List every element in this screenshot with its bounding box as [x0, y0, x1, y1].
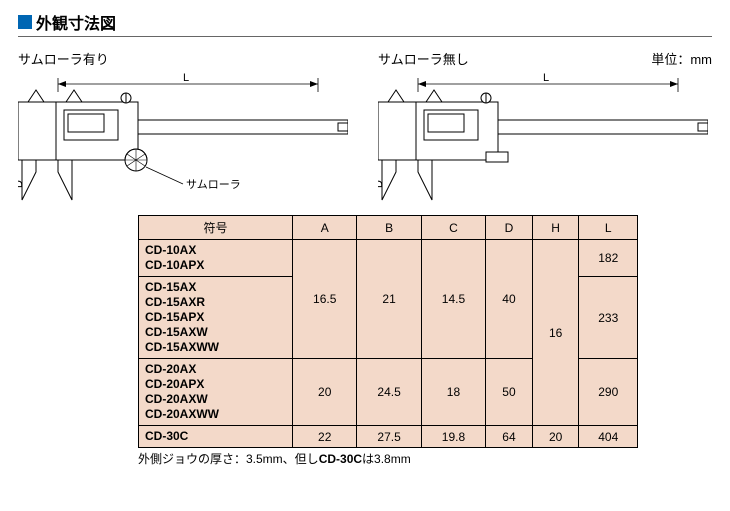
- value-cell: 233: [579, 277, 638, 359]
- dim-L-label: L: [183, 72, 189, 84]
- dim-L-label: L: [543, 72, 549, 84]
- model-cell: CD-15AX CD-15AXR CD-15APX CD-15AXW CD-15…: [139, 277, 293, 359]
- value-cell: 182: [579, 240, 638, 277]
- thumb-roller-annotation: サムローラ: [186, 178, 241, 191]
- model-cell: CD-10AX CD-10APX: [139, 240, 293, 277]
- value-cell: 20: [532, 426, 579, 448]
- value-cell: 64: [486, 426, 533, 448]
- diagram-label: サムローラ無し: [378, 49, 708, 68]
- dimension-table: 符号 A B C D H L CD-10AX CD-10APX16.52114.…: [138, 215, 638, 448]
- diagram-without-roller: サムローラ無し L: [378, 49, 708, 207]
- header-col: B: [357, 216, 421, 240]
- dimension-table-wrap: 符号 A B C D H L CD-10AX CD-10APX16.52114.…: [138, 215, 638, 448]
- header-col: H: [532, 216, 579, 240]
- header-col: L: [579, 216, 638, 240]
- header-col: A: [293, 216, 357, 240]
- table-row: CD-10AX CD-10APX16.52114.54016182: [139, 240, 638, 277]
- value-cell: 40: [486, 240, 533, 359]
- title-bullet-icon: [18, 15, 32, 29]
- title-text: 外観寸法図: [36, 10, 116, 34]
- footnote: 外側ジョウの厚さ：3.5mm、但しCD-30Cは3.8mm: [138, 450, 712, 467]
- dim-D-label: D: [378, 180, 385, 188]
- table-header-row: 符号 A B C D H L: [139, 216, 638, 240]
- footnote-suffix: は3.8mm: [362, 452, 411, 466]
- value-cell: 21: [357, 240, 421, 359]
- value-cell: 14.5: [421, 240, 485, 359]
- value-cell: 27.5: [357, 426, 421, 448]
- model-cell: CD-20AX CD-20APX CD-20AXW CD-20AXWW: [139, 359, 293, 426]
- value-cell: 50: [486, 359, 533, 426]
- header-col: C: [421, 216, 485, 240]
- model-cell: CD-30C: [139, 426, 293, 448]
- header-symbol: 符号: [139, 216, 293, 240]
- diagram-row: 単位：mm サムローラ有り L: [18, 49, 712, 207]
- caliper-with-roller-icon: L: [18, 72, 348, 207]
- value-cell: 18: [421, 359, 485, 426]
- diagram-with-roller: サムローラ有り L: [18, 49, 348, 207]
- value-cell: 24.5: [357, 359, 421, 426]
- table-row: CD-30C2227.519.86420404: [139, 426, 638, 448]
- diagram-label: サムローラ有り: [18, 49, 348, 68]
- footnote-bold: CD-30C: [319, 452, 362, 466]
- value-cell: 16: [532, 240, 579, 426]
- section-title: 外観寸法図: [18, 10, 712, 37]
- footnote-prefix: 外側ジョウの厚さ：3.5mm、但し: [138, 452, 319, 466]
- dim-D-label: D: [18, 180, 25, 188]
- value-cell: 22: [293, 426, 357, 448]
- header-col: D: [486, 216, 533, 240]
- value-cell: 16.5: [293, 240, 357, 359]
- value-cell: 20: [293, 359, 357, 426]
- value-cell: 290: [579, 359, 638, 426]
- value-cell: 19.8: [421, 426, 485, 448]
- caliper-without-roller-icon: L D: [378, 72, 708, 207]
- value-cell: 404: [579, 426, 638, 448]
